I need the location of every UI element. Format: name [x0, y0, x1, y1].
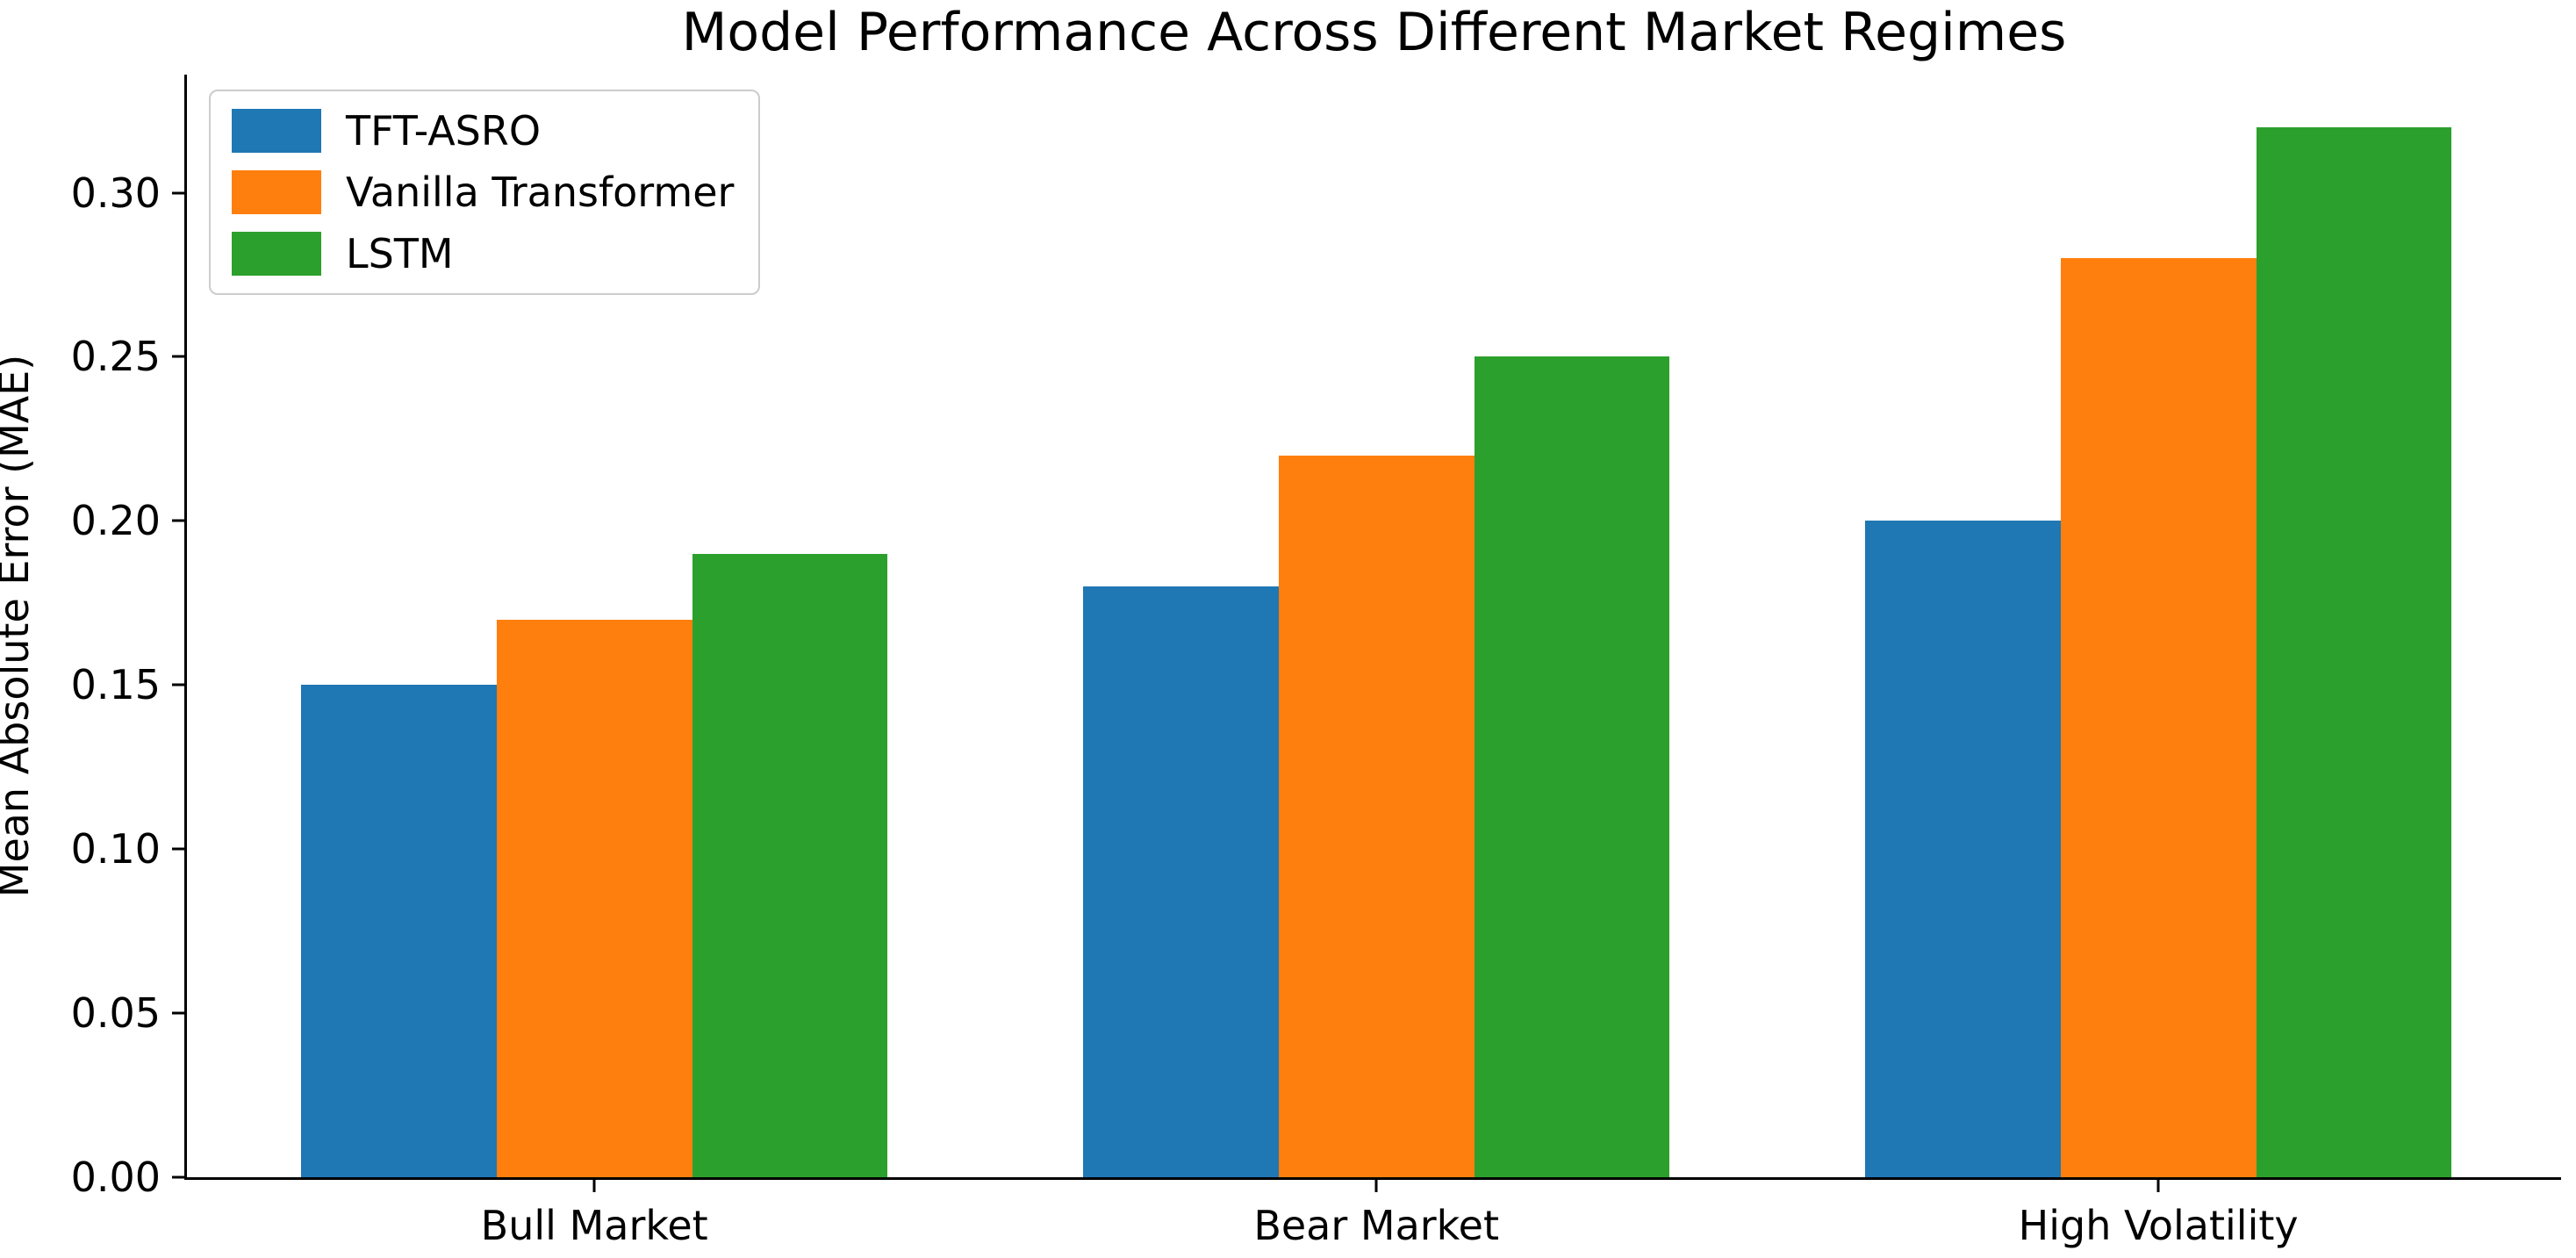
legend-label-lstm: LSTM: [346, 230, 454, 277]
y-tick-mark: [172, 191, 184, 195]
x-tick-mark: [1374, 1180, 1378, 1192]
bar-vanilla-transformer-high-volatility: [2060, 258, 2257, 1177]
legend-swatch-lstm: [232, 232, 321, 276]
x-tick-label-high-volatility: High Volatility: [2018, 1202, 2299, 1249]
x-tick-label-bear-market: Bear Market: [1253, 1202, 1500, 1249]
y-tick-mark: [172, 1175, 184, 1179]
legend-label-tft-asro: TFT-ASRO: [346, 107, 542, 155]
y-tick-label: 0.30: [70, 169, 161, 217]
y-tick-mark: [172, 519, 184, 522]
y-tick-label: 0.20: [70, 497, 161, 545]
bar-lstm-high-volatility: [2256, 126, 2452, 1177]
y-tick-label: 0.00: [70, 1154, 161, 1201]
legend-label-vanilla-transformer: Vanilla Transformer: [346, 169, 735, 216]
x-axis-spine: [184, 1177, 2561, 1180]
y-tick-mark: [172, 847, 184, 851]
chart-title: Model Performance Across Different Marke…: [681, 2, 2067, 63]
y-tick-label: 0.10: [70, 825, 161, 873]
y-tick-mark: [172, 355, 184, 358]
x-tick-mark: [592, 1180, 596, 1192]
bar-lstm-bull-market: [692, 553, 888, 1177]
x-tick-mark: [2156, 1180, 2160, 1192]
legend: TFT-ASRO Vanilla Transformer LSTM: [209, 90, 761, 295]
plot-area: 0.00 0.05 0.10 0.15 0.20 0.25 0.30 Bull Market…: [71, 75, 2561, 1249]
x-tick-label-bull-market: Bull Market: [480, 1202, 708, 1249]
y-tick-label: 0.05: [70, 989, 161, 1038]
y-tick-mark: [172, 683, 184, 687]
bar-vanilla-transformer-bear-market: [1278, 455, 1475, 1177]
bar-tft-asro-high-volatility: [1865, 521, 2061, 1177]
legend-swatch-tft-asro: [232, 109, 321, 153]
y-tick-label: 0.15: [70, 661, 161, 709]
y-tick-label: 0.25: [70, 333, 161, 381]
bar-vanilla-transformer-bull-market: [496, 619, 692, 1177]
legend-item-tft-asro: TFT-ASRO: [232, 107, 734, 155]
bar-tft-asro-bull-market: [301, 685, 497, 1177]
y-axis-label: Mean Absolute Error (MAE): [0, 354, 38, 898]
bar-tft-asro-bear-market: [1083, 586, 1279, 1177]
legend-item-vanilla-transformer: Vanilla Transformer: [232, 169, 734, 216]
y-axis-spine: [184, 75, 187, 1177]
legend-swatch-vanilla-transformer: [232, 170, 321, 214]
legend-item-lstm: LSTM: [232, 230, 734, 277]
bar-lstm-bear-market: [1474, 356, 1670, 1177]
y-tick-mark: [172, 1011, 184, 1015]
